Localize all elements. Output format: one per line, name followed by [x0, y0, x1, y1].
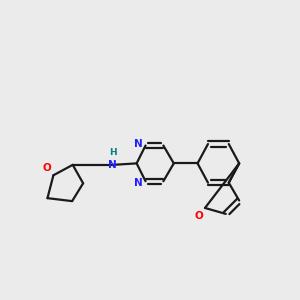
Text: N: N — [109, 160, 117, 170]
Text: O: O — [42, 163, 51, 173]
Text: N: N — [134, 139, 143, 149]
Text: N: N — [134, 178, 143, 188]
Text: O: O — [195, 211, 203, 221]
Text: H: H — [109, 148, 117, 158]
